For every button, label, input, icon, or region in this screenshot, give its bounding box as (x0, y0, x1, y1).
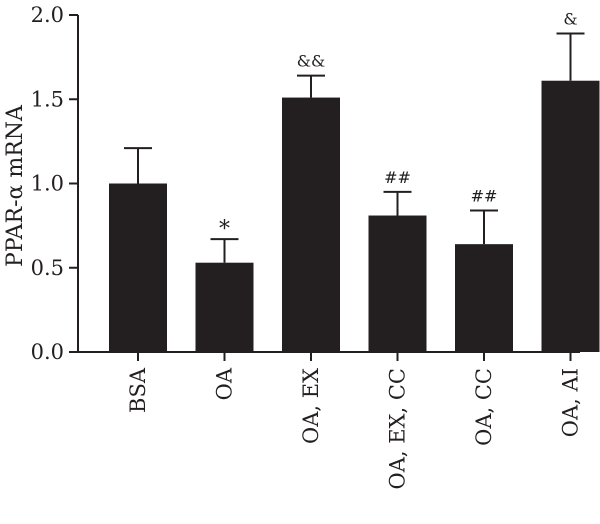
y-axis-label: PPAR-α mRNA (3, 104, 28, 267)
x-tick-label: OA (213, 367, 237, 400)
significance-label: ## (471, 186, 498, 205)
bar (541, 80, 600, 352)
y-tick-label: 1.0 (31, 172, 64, 196)
significance-label: ## (384, 168, 411, 187)
y-tick-label: 1.5 (31, 87, 64, 111)
bar (455, 244, 513, 352)
bar (195, 262, 254, 352)
y-tick-label: 2.0 (31, 3, 64, 27)
significance-label: * (219, 217, 230, 242)
bar (368, 215, 427, 352)
bars-group: * && ## ## & (109, 10, 600, 352)
x-tick-label: OA, AI (559, 368, 583, 437)
x-tick-label: OA, CC (472, 368, 496, 446)
significance-label: && (297, 52, 325, 71)
y-tick-label: 0.0 (31, 340, 64, 364)
bar (109, 183, 167, 352)
y-axis-label-group: PPAR-α mRNA (3, 104, 28, 267)
y-axis: 0.0 0.5 1.0 1.5 2.0 (31, 3, 79, 364)
x-tick-label: OA, EX, CC (386, 368, 410, 490)
x-tick-label: OA, EX (299, 368, 323, 444)
x-axis: BSA OA OA, EX OA, EX, CC OA, CC OA, AI (77, 351, 583, 490)
bar (282, 97, 340, 352)
y-tick-label: 0.5 (31, 256, 64, 280)
significance-label: & (563, 10, 577, 29)
x-tick-label: BSA (126, 367, 150, 413)
